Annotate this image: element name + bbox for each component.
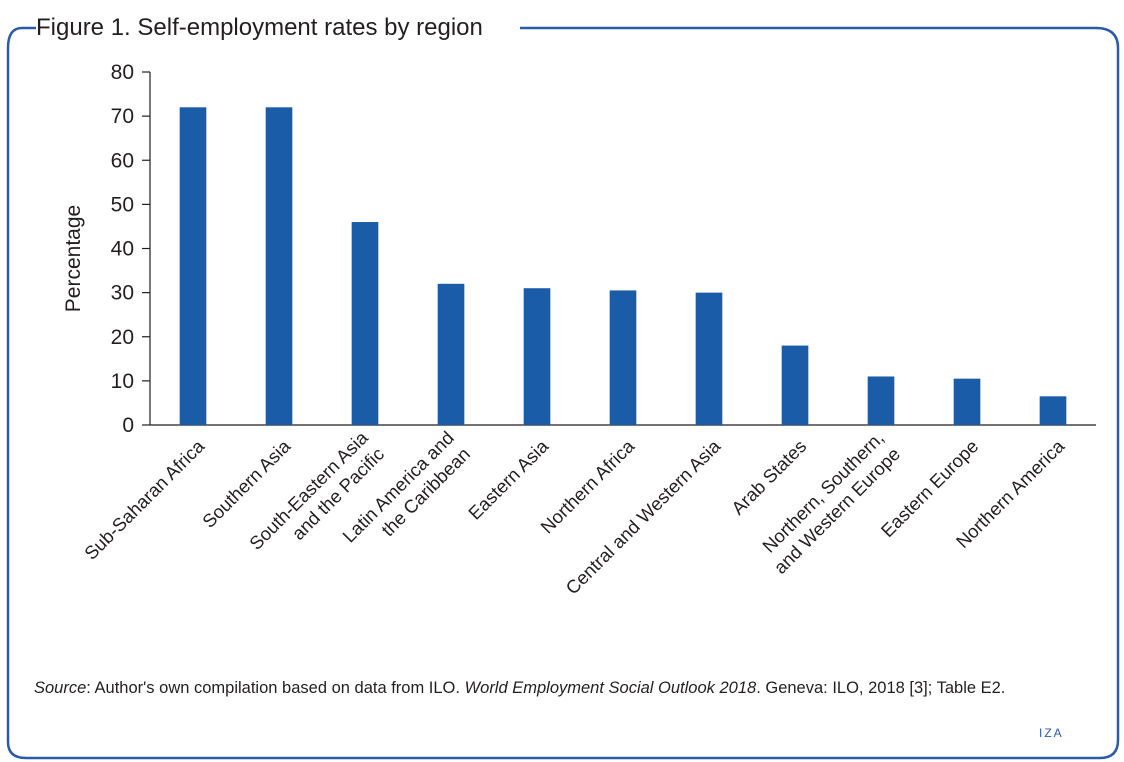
bar (781, 345, 809, 425)
bar (953, 378, 981, 425)
figure-title: Figure 1. Self-employment rates by regio… (36, 14, 489, 42)
source-text-2: . Geneva: ILO, 2018 [3]; Table E2. (756, 679, 1006, 697)
bar (351, 222, 379, 425)
source-text-1: : Author's own compilation based on data… (86, 679, 465, 697)
x-category-label: Sub-Saharan Africa (80, 435, 209, 564)
bar (1039, 396, 1067, 425)
y-tick-label: 80 (111, 61, 134, 84)
y-tick-label: 30 (111, 282, 134, 305)
x-category-label: Northern, Southern,and Western Europe (753, 427, 904, 578)
bar (867, 376, 895, 425)
y-tick-label: 70 (111, 105, 134, 128)
y-axis: 0 10 20 30 40 50 60 70 80 (111, 61, 151, 437)
source-note: Source: Author's own compilation based o… (34, 676, 1094, 701)
y-tick-label: 0 (122, 414, 134, 437)
x-category-label: Eastern Asia (464, 435, 553, 524)
y-tick-label: 60 (111, 149, 134, 172)
y-tick-label: 40 (111, 238, 134, 261)
bar (523, 288, 551, 425)
source-publication: World Employment Social Outlook 2018 (464, 679, 757, 697)
bar (609, 290, 637, 425)
bar (437, 283, 465, 425)
y-tick-label: 10 (111, 370, 134, 393)
bar (179, 107, 207, 426)
bar-chart: 0 10 20 30 40 50 60 70 80 Sub-Saharan AfricaSout… (62, 61, 1096, 598)
bars (179, 107, 1067, 426)
source-label: Source (34, 679, 87, 697)
y-tick-label: 50 (111, 193, 134, 216)
bar (265, 107, 293, 426)
x-category-label: Central and Western Asia (561, 435, 724, 598)
bar (695, 292, 723, 425)
y-tick-label: 20 (111, 326, 134, 349)
y-axis-title: Percentage (62, 205, 85, 312)
iza-logo: IZA (1039, 726, 1064, 740)
